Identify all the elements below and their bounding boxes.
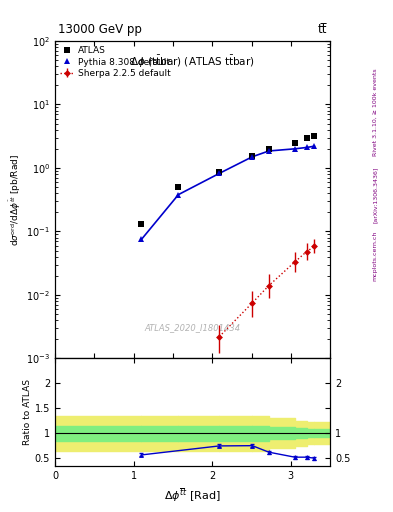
- Text: 13000 GeV pp: 13000 GeV pp: [58, 23, 141, 36]
- Text: mcplots.cern.ch: mcplots.cern.ch: [373, 231, 378, 281]
- Y-axis label: Ratio to ATLAS: Ratio to ATLAS: [23, 379, 32, 445]
- ATLAS: [250, 153, 255, 159]
- Line: Pythia 8.308 default: Pythia 8.308 default: [138, 143, 318, 243]
- Y-axis label: $\mathrm{d}\sigma^{\mathrm{ord}}/\mathrm{d}\Delta\phi^{\bar{t}t}$ [pb/Rad]: $\mathrm{d}\sigma^{\mathrm{ord}}/\mathrm…: [8, 154, 24, 246]
- Pythia 8.308 default: [304, 144, 309, 151]
- Pythia 8.308 default: [292, 146, 297, 152]
- Pythia 8.308 default: [176, 191, 181, 198]
- ATLAS: [292, 140, 297, 146]
- ATLAS: [312, 133, 317, 139]
- Text: $\Delta\phi$ (t$\bar{\rm t}$bar) (ATLAS t$\bar{\rm t}$bar): $\Delta\phi$ (t$\bar{\rm t}$bar) (ATLAS …: [130, 54, 255, 70]
- ATLAS: [217, 169, 222, 176]
- Pythia 8.308 default: [312, 143, 317, 150]
- ATLAS: [176, 184, 181, 190]
- Text: Rivet 3.1.10, ≥ 100k events: Rivet 3.1.10, ≥ 100k events: [373, 69, 378, 157]
- Legend: ATLAS, Pythia 8.308 default, Sherpa 2.2.5 default: ATLAS, Pythia 8.308 default, Sherpa 2.2.…: [59, 45, 172, 80]
- Line: ATLAS: ATLAS: [138, 133, 318, 227]
- Pythia 8.308 default: [266, 148, 271, 154]
- Pythia 8.308 default: [139, 236, 144, 242]
- ATLAS: [139, 221, 144, 227]
- Pythia 8.308 default: [250, 154, 255, 160]
- X-axis label: $\Delta\phi^{\overline{t}t}$ [Rad]: $\Delta\phi^{\overline{t}t}$ [Rad]: [164, 486, 221, 504]
- Text: tt̅: tt̅: [318, 23, 327, 36]
- Text: ATLAS_2020_I1801434: ATLAS_2020_I1801434: [145, 323, 241, 332]
- ATLAS: [266, 146, 271, 152]
- Pythia 8.308 default: [217, 170, 222, 177]
- Text: [arXiv:1306.3436]: [arXiv:1306.3436]: [373, 166, 378, 223]
- ATLAS: [304, 135, 309, 141]
